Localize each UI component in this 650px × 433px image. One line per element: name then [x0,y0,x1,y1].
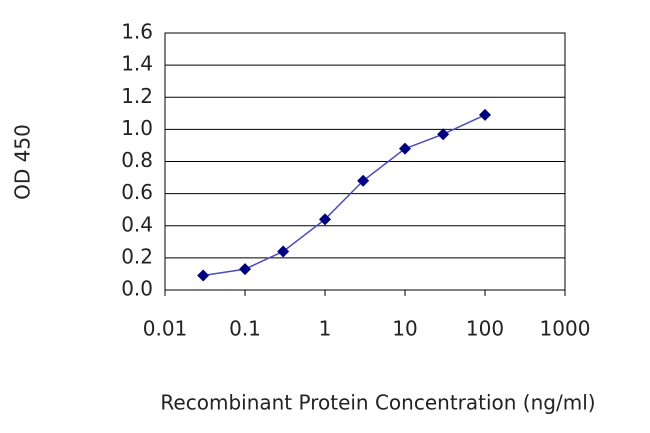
x-tick-label: 1 [319,317,332,341]
marker [277,245,290,258]
x-tick-label: 0.1 [229,317,261,341]
y-tick-label: 1.4 [121,52,153,76]
marker [399,142,411,155]
y-tick-label: 0.4 [121,212,153,236]
marker [479,108,491,121]
marker [357,174,370,187]
marker [239,263,251,276]
y-tick-label: 0.2 [121,244,153,268]
y-tick-label: 0.6 [121,180,153,204]
marker [319,213,331,226]
marker [437,128,450,141]
x-tick-label: 10 [392,317,417,341]
y-tick-label: 1.2 [121,84,153,108]
y-tick-label: 1.0 [121,116,153,140]
plot-frame [164,32,566,291]
x-axis-label: Recombinant Protein Concentration (ng/ml… [160,391,595,415]
y-tick-label: 0.8 [121,148,153,172]
series-line [203,114,486,277]
x-tick-label: 100 [466,317,504,341]
y-tick-label: 1.6 [121,20,153,44]
y-tick-label: 0.0 [121,277,153,301]
y-axis-label: OD 450 [11,124,35,200]
x-tick-label: 0.01 [143,317,188,341]
marker [197,269,210,282]
x-tick-label: 1000 [540,317,591,341]
